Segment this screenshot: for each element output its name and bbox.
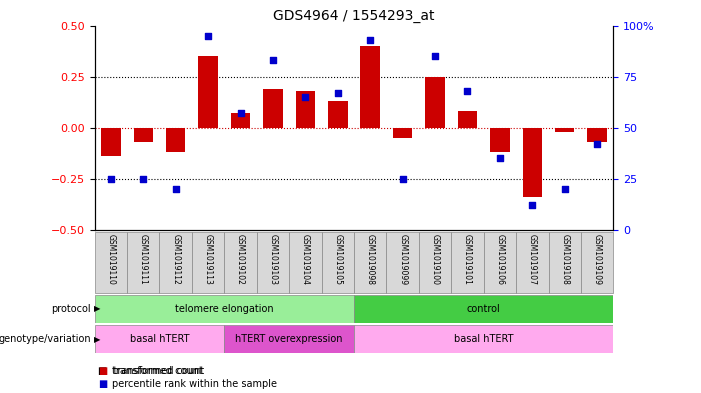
Bar (95, 325, 224, 353)
Text: GSM1019112: GSM1019112 (171, 234, 180, 285)
Bar (587, 128, 607, 142)
Bar (198, 56, 218, 128)
Text: GSM1019103: GSM1019103 (268, 234, 278, 285)
Bar (95, 232, 127, 293)
Point (267, 57, 278, 63)
Text: telomere elongation: telomere elongation (175, 304, 273, 314)
Text: GSM1019098: GSM1019098 (366, 234, 375, 285)
Text: control: control (467, 304, 501, 314)
Point (559, 186, 571, 192)
Text: genotype/variation: genotype/variation (0, 334, 91, 344)
Text: hTERT overexpression: hTERT overexpression (236, 334, 343, 344)
Bar (354, 325, 613, 353)
Point (300, 94, 311, 100)
Text: GSM1019109: GSM1019109 (592, 234, 601, 285)
Point (365, 37, 376, 43)
Text: GSM1019110: GSM1019110 (107, 234, 116, 285)
Point (203, 33, 214, 39)
Bar (484, 232, 516, 293)
Text: GSM1019101: GSM1019101 (463, 234, 472, 285)
Bar (101, 128, 121, 156)
Point (592, 141, 603, 147)
Bar (354, 295, 613, 323)
Text: ■  transformed count: ■ transformed count (98, 366, 205, 376)
Bar (581, 232, 613, 293)
Bar (224, 325, 354, 353)
Text: transformed count: transformed count (112, 366, 203, 376)
Bar (290, 232, 322, 293)
Point (430, 53, 441, 59)
Bar (134, 128, 153, 142)
Bar (127, 232, 160, 293)
Bar (549, 232, 581, 293)
Text: GSM1019102: GSM1019102 (236, 234, 245, 285)
Bar (516, 232, 549, 293)
Text: basal hTERT: basal hTERT (454, 334, 513, 344)
Bar (257, 232, 290, 293)
Text: ▶: ▶ (94, 335, 100, 343)
Text: GSM1019111: GSM1019111 (139, 234, 148, 285)
Point (105, 176, 116, 182)
Text: GSM1019113: GSM1019113 (203, 234, 212, 285)
Text: GSM1019106: GSM1019106 (496, 234, 505, 285)
Bar (418, 232, 451, 293)
Text: GSM1019099: GSM1019099 (398, 234, 407, 285)
Bar (360, 46, 380, 128)
Bar (95, 295, 354, 323)
Bar (451, 232, 484, 293)
Text: protocol: protocol (51, 304, 91, 314)
Bar (296, 91, 315, 128)
Bar (322, 232, 354, 293)
Text: GSM1019104: GSM1019104 (301, 234, 310, 285)
Bar (264, 89, 283, 128)
Text: basal hTERT: basal hTERT (130, 334, 189, 344)
Bar (328, 101, 348, 128)
Bar (426, 77, 444, 128)
Title: GDS4964 / 1554293_at: GDS4964 / 1554293_at (273, 9, 435, 23)
Text: ■: ■ (98, 378, 107, 389)
Text: percentile rank within the sample: percentile rank within the sample (112, 378, 277, 389)
Bar (393, 128, 412, 138)
Point (397, 176, 408, 182)
Point (494, 155, 505, 162)
Bar (231, 114, 250, 128)
Point (462, 88, 473, 94)
Text: GSM1019100: GSM1019100 (430, 234, 440, 285)
Point (526, 202, 538, 209)
Bar (166, 128, 185, 152)
Bar (458, 111, 477, 128)
Bar (490, 128, 510, 152)
Point (332, 90, 343, 96)
Text: GSM1019107: GSM1019107 (528, 234, 537, 285)
Bar (354, 232, 386, 293)
Bar (386, 232, 418, 293)
Text: GSM1019105: GSM1019105 (333, 234, 342, 285)
Bar (555, 128, 575, 132)
Text: ▶: ▶ (94, 305, 100, 313)
Point (235, 110, 246, 117)
Point (170, 186, 182, 192)
Bar (224, 232, 257, 293)
Text: GSM1019108: GSM1019108 (560, 234, 569, 285)
Point (137, 176, 149, 182)
Bar (192, 232, 224, 293)
Bar (523, 128, 542, 197)
Bar (160, 232, 192, 293)
Text: ■: ■ (98, 366, 107, 376)
